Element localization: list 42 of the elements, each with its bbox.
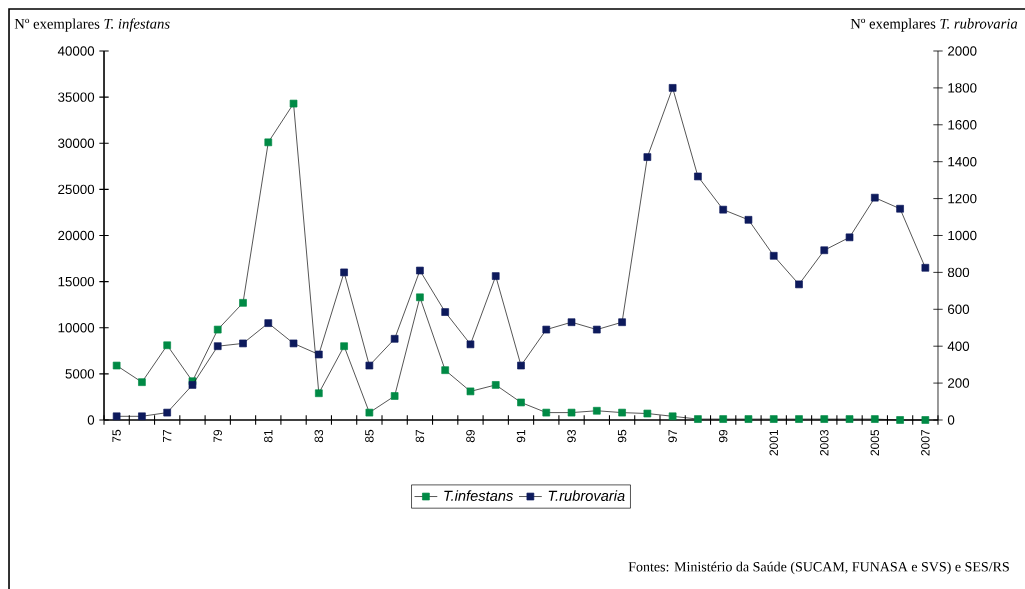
legend-label: T.rubrovaria [548, 490, 625, 501]
x-tick-label: 97 [668, 429, 677, 443]
x-tick-label: 89 [466, 429, 475, 443]
legend-label: T.infestans [444, 490, 514, 501]
y-axis-title: Nº exemplares T. infestans [14, 18, 170, 32]
y2-tick-label: 2000 [948, 46, 977, 56]
x-tick-label: 91 [516, 429, 526, 443]
x-tick-label: 85 [365, 429, 374, 443]
y2-tick-label: 0 [947, 415, 955, 425]
y2-tick-label: 1400 [948, 156, 977, 167]
x-tick-label: 2007 [921, 429, 930, 456]
y-tick-label: 20000 [58, 230, 95, 241]
x-tick-label: 99 [718, 429, 728, 443]
x-tick-label: 83 [314, 429, 324, 443]
y2-tick-label: 1800 [948, 83, 977, 93]
x-tick-label: 81 [264, 429, 273, 443]
y2-tick-label: 1200 [948, 193, 977, 204]
y2-tick-label: 600 [948, 304, 970, 314]
x-tick-label: 2003 [820, 429, 829, 456]
y-tick-label: 40000 [57, 46, 95, 56]
x-tick-label: 79 [213, 429, 222, 443]
y2-axis-title: Nº exemplares T. rubrovaria [850, 18, 1018, 32]
y-tick-label: 0 [87, 415, 95, 425]
x-tick-label: 2005 [870, 429, 880, 456]
y-tick-label: 5000 [65, 369, 95, 379]
y2-tick-label: 800 [947, 267, 970, 278]
x-tick-label: 77 [163, 429, 172, 443]
y2-tick-label: 200 [948, 378, 970, 388]
y-tick-label: 35000 [58, 92, 95, 102]
y2-tick-label: 1600 [948, 120, 977, 130]
y2-tick-label: 1000 [948, 230, 977, 241]
text: Fontes: Ministério da Saúde (SUCAM, FUNASA e SVS) e SES/RS [628, 561, 1009, 575]
x-tick-label: 93 [567, 429, 576, 443]
x-tick-label: 87 [415, 429, 425, 443]
x-tick-label: 75 [112, 429, 121, 443]
y-tick-label: 30000 [58, 138, 95, 148]
y-tick-label: 25000 [58, 184, 95, 195]
y2-tick-label: 400 [947, 341, 970, 351]
x-tick-label: 95 [617, 429, 627, 443]
x-tick-label: 2001 [769, 429, 778, 456]
y-tick-label: 15000 [58, 276, 95, 287]
y-tick-label: 10000 [58, 323, 95, 333]
